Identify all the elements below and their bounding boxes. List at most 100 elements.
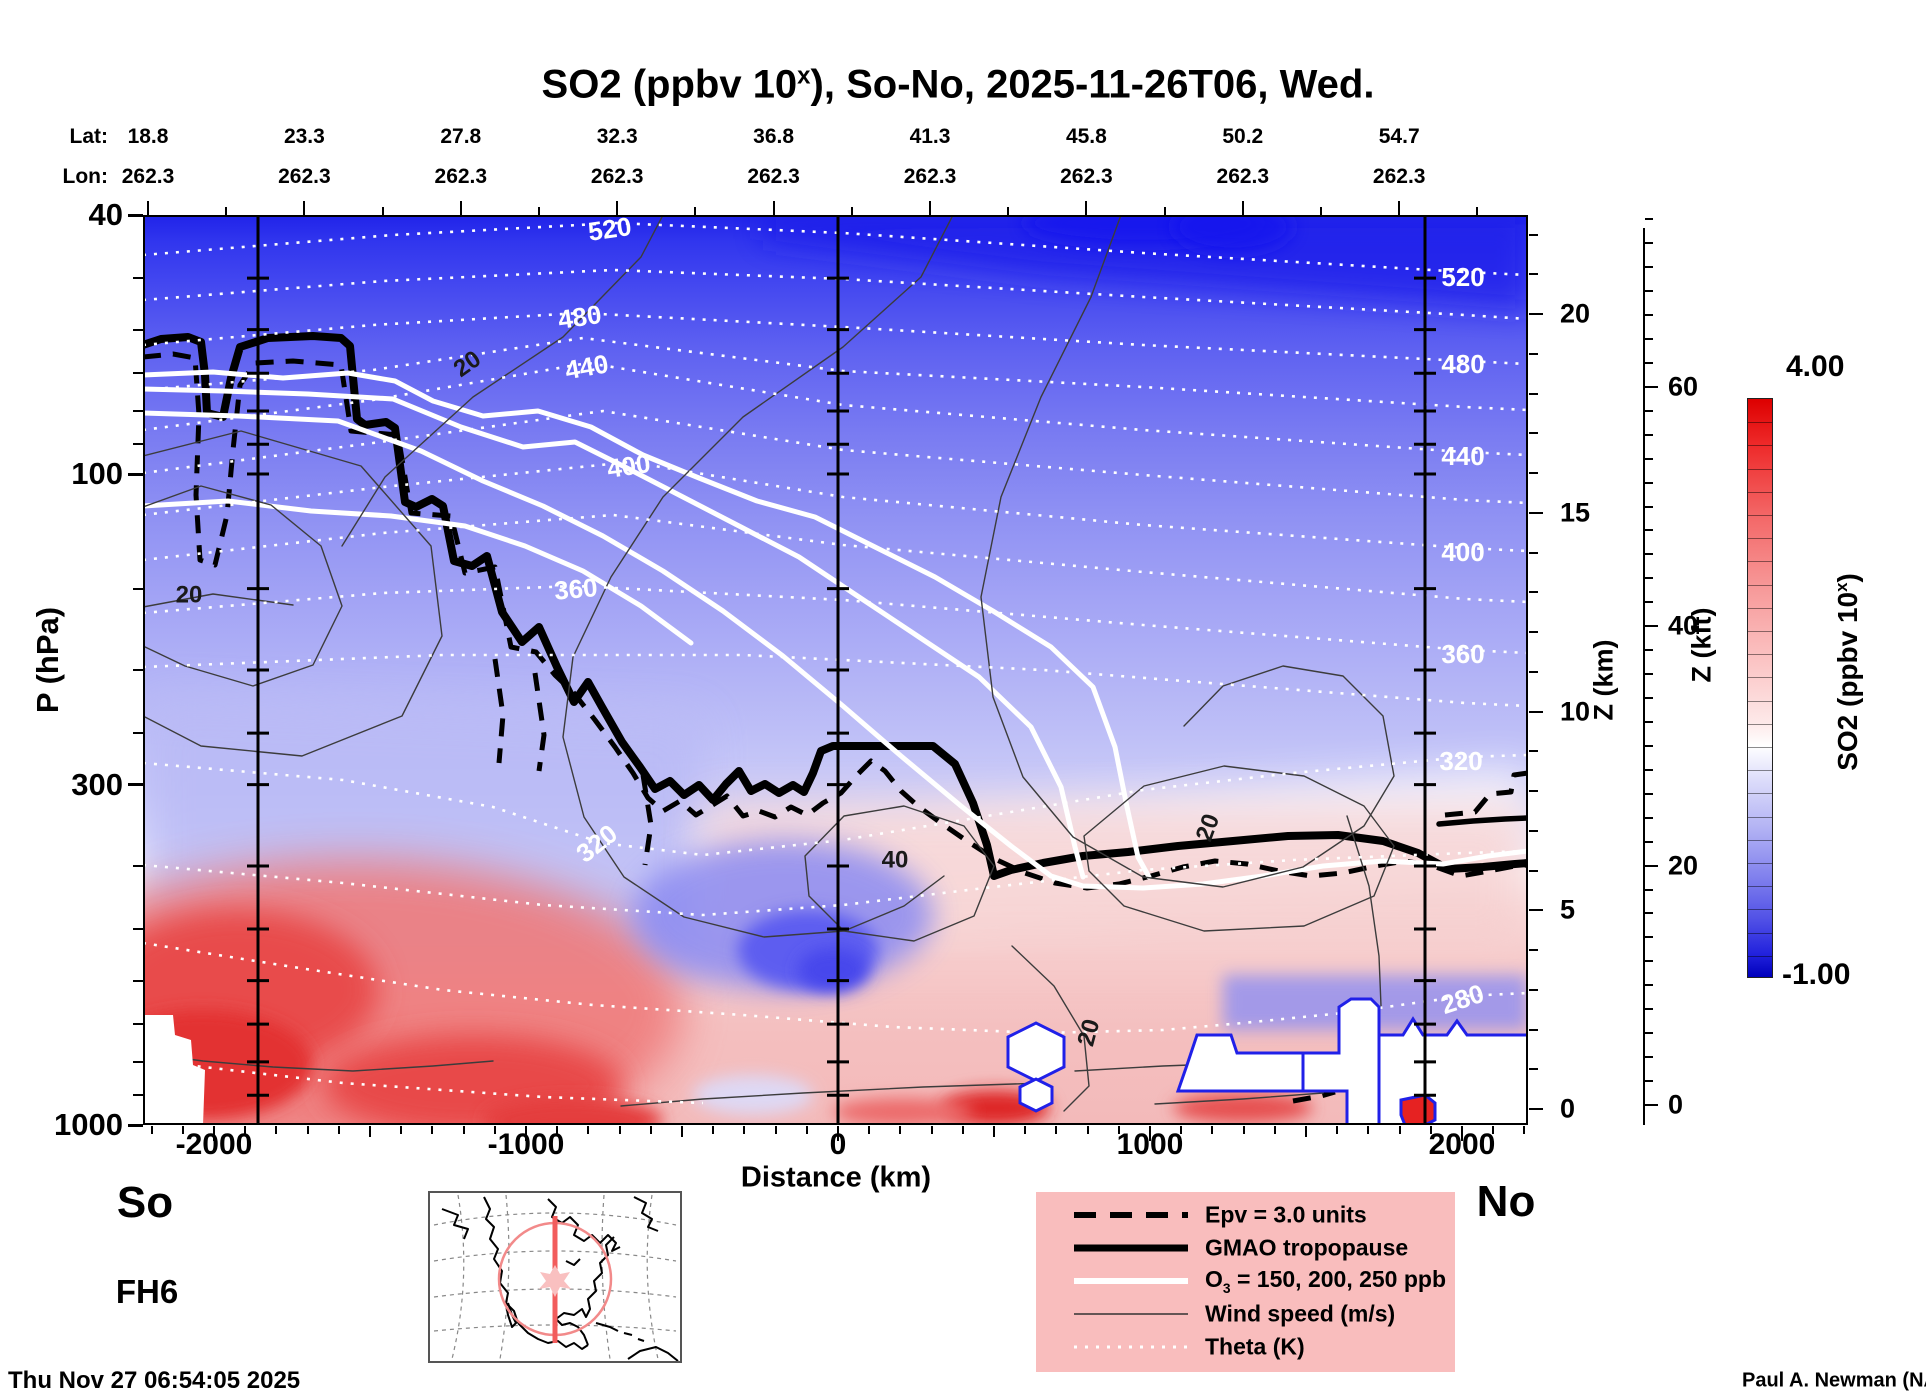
zkm-tick bbox=[1529, 511, 1543, 514]
pressure-minor-tick bbox=[133, 979, 143, 982]
south-endpoint-label: So bbox=[116, 1178, 174, 1227]
contour-wind-ul-extra bbox=[143, 593, 294, 608]
credit: Paul A. Newman (NASA bbox=[1742, 1369, 1926, 1392]
lat-value: 45.8 bbox=[1065, 125, 1107, 148]
distance-tick bbox=[337, 1126, 340, 1134]
contour-wind-top-sweep bbox=[341, 215, 664, 547]
forecast-hour-label: FH6 bbox=[115, 1273, 179, 1310]
terrain-southwest bbox=[143, 1015, 205, 1125]
lat-value: 41.3 bbox=[909, 125, 951, 148]
top-axis-tick bbox=[147, 201, 149, 215]
zkm-tick bbox=[1529, 869, 1538, 872]
legend-item-ozone: O3 = 150, 200, 250 ppb bbox=[1036, 1266, 1455, 1296]
lat-value: 23.3 bbox=[283, 125, 325, 148]
top-axis-tick bbox=[772, 201, 775, 215]
legend-label-tropopause: GMAO tropopause bbox=[1205, 1234, 1409, 1261]
distance-tick bbox=[1336, 1126, 1339, 1134]
colorbar-segment-tick bbox=[1748, 491, 1772, 493]
zkft-tick bbox=[1645, 290, 1653, 293]
zkm-tick bbox=[1529, 472, 1538, 474]
theta-contour-label: 520 bbox=[586, 215, 633, 247]
zkm-axis-label: Z (km) bbox=[1588, 639, 1619, 721]
colorbar-axis-label: SO2 (ppbv 10x) bbox=[1831, 573, 1864, 771]
cross-section-plot: 5204804404003603205204804404003603202802… bbox=[143, 215, 1528, 1125]
top-axis-tick bbox=[1007, 207, 1010, 215]
zkft-tick bbox=[1645, 481, 1653, 484]
contour-theta-460 bbox=[143, 336, 1528, 412]
zkm-tick bbox=[1529, 551, 1538, 554]
contour-tropopause-step-right bbox=[1436, 815, 1528, 827]
lon-axis-prefix: Lon: bbox=[62, 165, 108, 188]
legend-sample-ozone bbox=[1074, 1278, 1188, 1284]
contour-theta-380 bbox=[143, 513, 1528, 604]
top-axis-tick bbox=[1241, 201, 1244, 215]
distance-tick bbox=[493, 1126, 496, 1134]
contour-gmao-tropopause bbox=[143, 332, 1528, 880]
zkft-tick bbox=[1645, 649, 1653, 652]
zkm-tick bbox=[1529, 591, 1538, 594]
pressure-tick-label: 40 bbox=[88, 197, 123, 232]
terrain-column bbox=[1301, 997, 1381, 1125]
zkft-tick bbox=[1645, 409, 1653, 412]
distance-tick bbox=[1117, 1126, 1120, 1134]
contour-epv-main bbox=[143, 351, 1528, 891]
zkft-tick bbox=[1645, 313, 1653, 316]
top-axis-tick bbox=[850, 207, 853, 215]
zkm-tick bbox=[1529, 1068, 1538, 1071]
distance-tick bbox=[837, 1126, 839, 1141]
lat-axis-prefix: Lat: bbox=[69, 125, 109, 148]
lon-value: 262.3 bbox=[1060, 165, 1113, 188]
legend-item-wind: Wind speed (m/s) bbox=[1036, 1299, 1455, 1329]
distance-tick bbox=[1461, 1126, 1463, 1141]
so2-hotspot-north bbox=[1399, 1093, 1437, 1125]
legend-sample-tropopause bbox=[1074, 1244, 1188, 1252]
zkft-tick bbox=[1645, 1104, 1658, 1106]
lat-value: 32.3 bbox=[596, 125, 638, 148]
zkft-tick bbox=[1645, 744, 1653, 747]
distance-tick bbox=[1367, 1126, 1370, 1134]
legend-item-epv: Epv = 3.0 units bbox=[1036, 1200, 1455, 1230]
distance-tick bbox=[1242, 1126, 1245, 1134]
distance-tick-label: -1000 bbox=[487, 1128, 565, 1161]
pressure-minor-tick bbox=[133, 732, 143, 735]
zkft-tick bbox=[1645, 673, 1653, 676]
lat-value: 36.8 bbox=[753, 125, 795, 148]
distance-tick-label: -2000 bbox=[175, 1128, 253, 1161]
distance-tick bbox=[150, 1126, 153, 1134]
distance-tick bbox=[868, 1126, 871, 1134]
theta-contour-label: 320 bbox=[1439, 746, 1482, 776]
legend-item-theta: Theta (K) bbox=[1036, 1332, 1455, 1362]
top-axis-tick bbox=[1320, 207, 1322, 215]
lon-value: 262.3 bbox=[903, 165, 957, 188]
distance-tick bbox=[1055, 1126, 1058, 1134]
distance-tick bbox=[181, 1126, 184, 1134]
distance-tick bbox=[1429, 1126, 1432, 1134]
colorbar-segment-tick bbox=[1748, 793, 1772, 795]
contour-wind-surface-mid bbox=[620, 1082, 1044, 1107]
pressure-minor-tick bbox=[133, 1094, 143, 1097]
wind-contour-label: 20 bbox=[176, 581, 203, 608]
pressure-minor-tick bbox=[133, 1060, 143, 1063]
colorbar-segment-tick bbox=[1748, 886, 1772, 888]
zkft-tick bbox=[1645, 697, 1653, 700]
zkm-tick bbox=[1529, 988, 1538, 991]
colorbar-segment-tick bbox=[1748, 932, 1772, 934]
zkm-tick-label: 5 bbox=[1560, 894, 1576, 925]
contour-epv-right-step bbox=[1444, 770, 1528, 818]
legend-item-tropopause: GMAO tropopause bbox=[1036, 1233, 1455, 1263]
pressure-minor-tick bbox=[133, 1023, 143, 1026]
colorbar-segment-tick bbox=[1748, 770, 1772, 772]
contour-wind-ul-inner bbox=[143, 485, 343, 687]
zkft-tick bbox=[1645, 912, 1653, 915]
distance-tick bbox=[400, 1126, 403, 1134]
colorbar-segment-tick bbox=[1748, 677, 1772, 679]
theta-contour-label: 360 bbox=[553, 572, 599, 606]
contour-wind-20-right-loop bbox=[1083, 765, 1395, 932]
distance-tick bbox=[899, 1126, 902, 1134]
map-center-star bbox=[539, 1265, 571, 1297]
legend-box: Epv = 3.0 units GMAO tropopause O3 = 150, … bbox=[1036, 1192, 1455, 1372]
kft-axis-line bbox=[1643, 228, 1645, 1125]
pressure-minor-tick bbox=[133, 409, 143, 412]
top-axis-tick bbox=[694, 207, 697, 215]
pressure-axis-label: P (hPa) bbox=[30, 606, 65, 714]
